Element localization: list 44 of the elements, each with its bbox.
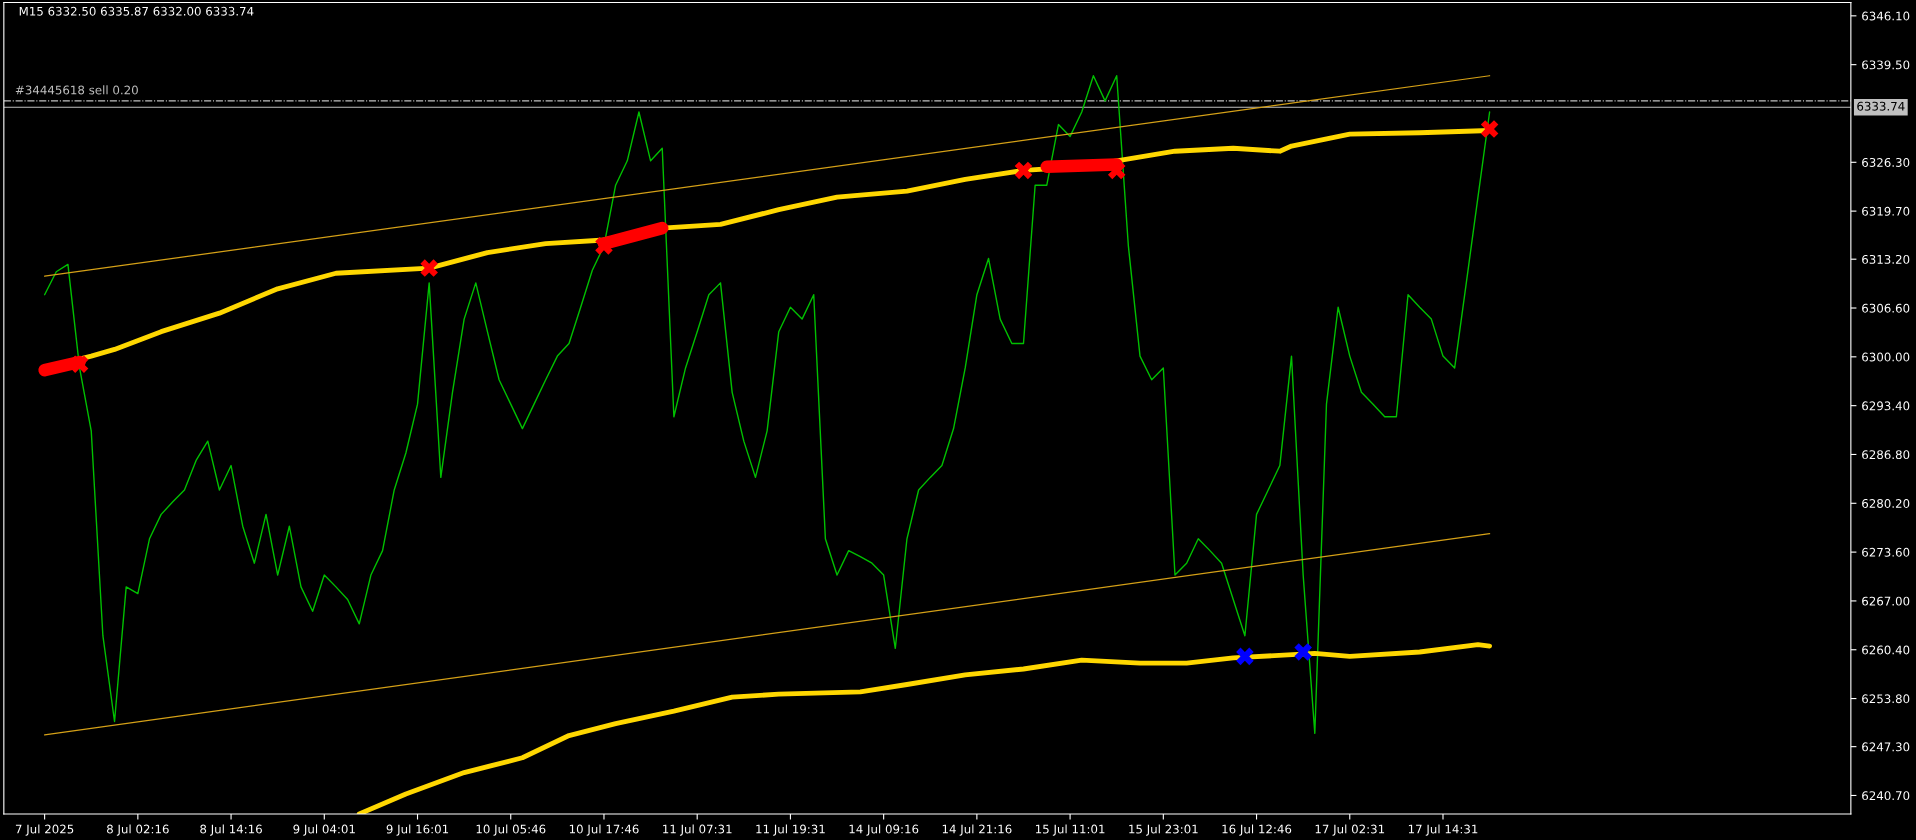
y-tick-label: 6286.80 <box>1862 450 1910 460</box>
y-tick-label: 6280.20 <box>1862 499 1910 508</box>
x-tick-label: 10 Jul 05:46 <box>476 824 546 836</box>
x-tick-label: 15 Jul 23:01 <box>1129 824 1198 836</box>
ref-line-label: #34445618 sell 0.20 <box>15 85 138 95</box>
x-tick-label: 16 Jul 12:46 <box>1222 824 1292 836</box>
y-tick-label: 6346.10 <box>1862 11 1910 21</box>
point <box>420 259 438 277</box>
x-tick-label: 17 Jul 02:31 <box>1315 824 1385 836</box>
x-tick-label: 8 Jul 14:16 <box>200 824 262 836</box>
point <box>70 355 89 374</box>
x-tick-label: 9 Jul 04:01 <box>293 824 355 836</box>
point <box>1294 643 1312 661</box>
ref-line-label: 6333.74 <box>1857 101 1905 111</box>
point <box>1480 120 1499 138</box>
x-tick-label: 11 Jul 07:31 <box>663 824 732 836</box>
y-tick-label: 6260.40 <box>1862 645 1910 655</box>
point <box>1014 161 1033 180</box>
y-tick-label: 6273.60 <box>1862 547 1910 557</box>
x-tick-label: 8 Jul 02:16 <box>107 824 169 836</box>
x-tick-label: 11 Jul 19:31 <box>756 824 825 836</box>
y-tick-label: 6293.40 <box>1862 401 1910 411</box>
x-tick-label: 15 Jul 11:01 <box>1036 824 1105 836</box>
y-tick-label: 6306.60 <box>1862 303 1910 313</box>
point <box>595 237 613 255</box>
point <box>1236 647 1254 666</box>
line-series <box>356 642 1493 814</box>
x-tick-label: 14 Jul 09:16 <box>849 824 919 836</box>
y-tick-label: 6339.50 <box>1862 60 1910 70</box>
x-tick-label: 7 Jul 2025 <box>15 824 74 836</box>
x-tick-label: 17 Jul 14:31 <box>1408 824 1478 836</box>
x-tick-label: 9 Jul 16:01 <box>386 824 449 836</box>
y-tick-label: 6326.30 <box>1862 158 1910 167</box>
chart-title: M15 6332.50 6335.87 6332.00 6333.74 <box>19 6 254 16</box>
x-tick-label: 10 Jul 17:46 <box>569 824 639 836</box>
y-tick-label: 6240.70 <box>1862 791 1910 801</box>
y-tick-label: 6267.00 <box>1862 596 1910 606</box>
y-tick-label: 6300.00 <box>1862 352 1910 362</box>
y-tick-label: 6247.30 <box>1862 742 1910 752</box>
y-tick-label: 6253.80 <box>1862 694 1910 704</box>
y-tick-label: 6313.20 <box>1862 254 1910 264</box>
y-tick-label: 6319.70 <box>1862 206 1910 216</box>
point <box>1107 161 1126 180</box>
x-tick-label: 14 Jul 21:16 <box>942 824 1012 836</box>
